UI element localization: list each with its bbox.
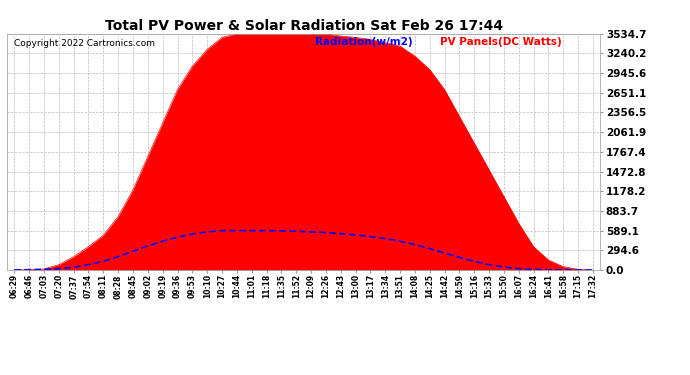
- Text: PV Panels(DC Watts): PV Panels(DC Watts): [440, 37, 562, 47]
- Text: Radiation(w/m2): Radiation(w/m2): [315, 37, 413, 47]
- Text: Copyright 2022 Cartronics.com: Copyright 2022 Cartronics.com: [14, 39, 155, 48]
- Title: Total PV Power & Solar Radiation Sat Feb 26 17:44: Total PV Power & Solar Radiation Sat Feb…: [105, 19, 502, 33]
